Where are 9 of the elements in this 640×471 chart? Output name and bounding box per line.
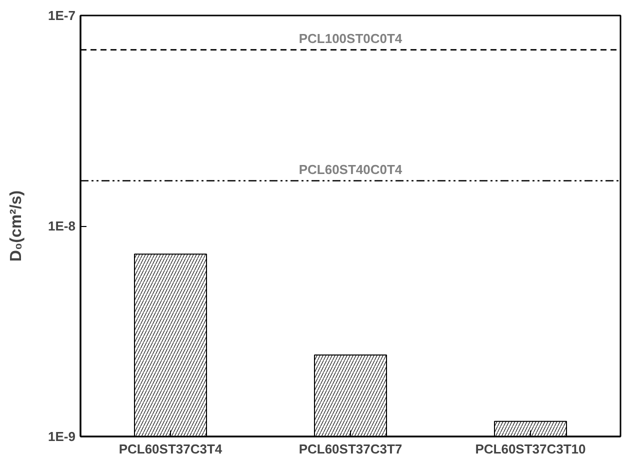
y-tick-label: 1E-9 xyxy=(48,429,76,444)
x-tick-label: PCL60ST37C3T10 xyxy=(475,442,586,456)
x-tick-label: PCL60ST37C3T7 xyxy=(298,442,402,456)
x-tick-label: PCL60ST37C3T4 xyxy=(118,442,223,456)
ref-line-label: PCL100ST0C0T4 xyxy=(298,30,403,46)
ref-line-label: PCL60ST40C0T4 xyxy=(298,162,403,177)
y-tick-label: 1E-7 xyxy=(48,8,76,23)
y-axis-title: D₀(cm²/s) xyxy=(8,190,26,262)
y-tick-label: 1E-8 xyxy=(48,218,76,234)
